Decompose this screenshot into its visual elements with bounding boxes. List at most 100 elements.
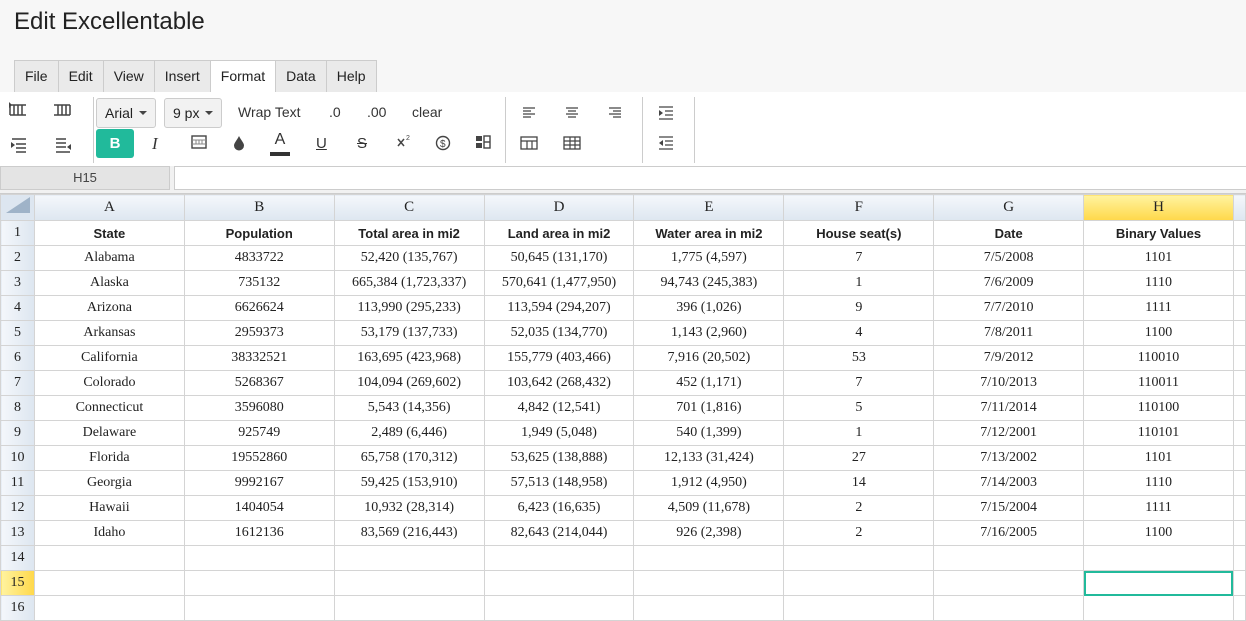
- cell-a14[interactable]: [33, 545, 185, 571]
- cell-f15[interactable]: [783, 570, 935, 596]
- cell-d14[interactable]: [483, 545, 635, 571]
- cell-c5[interactable]: 53,179 (137,733): [333, 320, 485, 346]
- cell-a11[interactable]: Georgia: [33, 470, 185, 496]
- cell-b3[interactable]: 735132: [183, 270, 335, 296]
- row-header[interactable]: 16: [0, 595, 35, 621]
- menu-tab-view[interactable]: View: [104, 61, 155, 92]
- row-header[interactable]: 7: [0, 370, 35, 396]
- cell-b16[interactable]: [183, 595, 335, 621]
- column-header-b[interactable]: B: [183, 194, 335, 221]
- cell-c10[interactable]: 65,758 (170,312): [333, 445, 485, 471]
- insert-row-below-icon[interactable]: [54, 136, 72, 154]
- cell-e7[interactable]: 452 (1,171): [633, 370, 785, 396]
- cell-a16[interactable]: [33, 595, 185, 621]
- cell-g2[interactable]: 7/5/2008: [933, 245, 1085, 271]
- cell-h5[interactable]: 1100: [1083, 320, 1234, 346]
- align-right-icon[interactable]: [608, 107, 622, 119]
- column-header-f[interactable]: F: [783, 194, 935, 221]
- cell-g8[interactable]: 7/11/2014: [933, 395, 1085, 421]
- cell-f13[interactable]: 2: [783, 520, 935, 546]
- cell-a4[interactable]: Arizona: [33, 295, 185, 321]
- cell-c11[interactable]: 59,425 (153,910): [333, 470, 485, 496]
- indent-icon[interactable]: [658, 106, 674, 120]
- cell-c2[interactable]: 52,420 (135,767): [333, 245, 485, 271]
- insert-column-left-icon[interactable]: [8, 102, 28, 118]
- cell-a13[interactable]: Idaho: [33, 520, 185, 546]
- cell-reference-box[interactable]: H15: [0, 166, 170, 190]
- cell-f3[interactable]: 1: [783, 270, 935, 296]
- cell-b9[interactable]: 925749: [183, 420, 335, 446]
- font-color-button[interactable]: A: [270, 132, 290, 156]
- font-family-select[interactable]: Arial: [96, 98, 157, 128]
- cell-e15[interactable]: [633, 570, 785, 596]
- cell-d3[interactable]: 570,641 (1,477,950): [483, 270, 635, 296]
- cell-c6[interactable]: 163,695 (423,968): [333, 345, 485, 371]
- strikethrough-button[interactable]: S: [357, 135, 368, 152]
- column-header-c[interactable]: C: [333, 194, 485, 221]
- clear-format-button[interactable]: clear: [412, 104, 443, 120]
- cell-b8[interactable]: 3596080: [183, 395, 335, 421]
- cell-g14[interactable]: [933, 545, 1085, 571]
- cell-a15[interactable]: [33, 570, 185, 596]
- cell-e8[interactable]: 701 (1,816): [633, 395, 785, 421]
- cell-e10[interactable]: 12,133 (31,424): [633, 445, 785, 471]
- row-header[interactable]: 4: [0, 295, 35, 321]
- row-header[interactable]: 10: [0, 445, 35, 471]
- border-icon[interactable]: [191, 135, 207, 149]
- cell-g7[interactable]: 7/10/2013: [933, 370, 1085, 396]
- column-header-h[interactable]: H: [1083, 194, 1234, 221]
- cell-b6[interactable]: 38332521: [183, 345, 335, 371]
- align-center-icon[interactable]: [565, 107, 579, 119]
- cell-h8[interactable]: 110100: [1083, 395, 1234, 421]
- italic-button[interactable]: I: [152, 134, 158, 153]
- cell-f5[interactable]: 4: [783, 320, 935, 346]
- cell-e5[interactable]: 1,143 (2,960): [633, 320, 785, 346]
- row-header[interactable]: 9: [0, 420, 35, 446]
- cell-d5[interactable]: 52,035 (134,770): [483, 320, 635, 346]
- cell-a9[interactable]: Delaware: [33, 420, 185, 446]
- cell-a12[interactable]: Hawaii: [33, 495, 185, 521]
- align-left-icon[interactable]: [522, 107, 536, 119]
- cell-e16[interactable]: [633, 595, 785, 621]
- cell-c15[interactable]: [333, 570, 485, 596]
- increase-decimal-button[interactable]: .00: [367, 104, 387, 120]
- cell-b2[interactable]: 4833722: [183, 245, 335, 271]
- cell-d16[interactable]: [483, 595, 635, 621]
- cell-f2[interactable]: 7: [783, 245, 935, 271]
- cell-a8[interactable]: Connecticut: [33, 395, 185, 421]
- cell-h13[interactable]: 1100: [1083, 520, 1234, 546]
- cell-h2[interactable]: 1101: [1083, 245, 1234, 271]
- cell-d8[interactable]: 4,842 (12,541): [483, 395, 635, 421]
- cell-a3[interactable]: Alaska: [33, 270, 185, 296]
- cell-b10[interactable]: 19552860: [183, 445, 335, 471]
- cell-e14[interactable]: [633, 545, 785, 571]
- select-all-corner[interactable]: [0, 194, 35, 221]
- wrap-text-button[interactable]: Wrap Text: [238, 104, 301, 120]
- cell-c7[interactable]: 104,094 (269,602): [333, 370, 485, 396]
- cell-g6[interactable]: 7/9/2012: [933, 345, 1085, 371]
- cell-d4[interactable]: 113,594 (294,207): [483, 295, 635, 321]
- cell-b11[interactable]: 9992167: [183, 470, 335, 496]
- cell-f16[interactable]: [783, 595, 935, 621]
- cell-g9[interactable]: 7/12/2001: [933, 420, 1085, 446]
- cell-d15[interactable]: [483, 570, 635, 596]
- underline-button[interactable]: U: [316, 135, 327, 152]
- row-header[interactable]: 1: [0, 220, 35, 246]
- cell-h16[interactable]: [1083, 595, 1234, 621]
- column-header-e[interactable]: E: [633, 194, 785, 221]
- row-header[interactable]: 13: [0, 520, 35, 546]
- cell-d6[interactable]: 155,779 (403,466): [483, 345, 635, 371]
- menu-tab-help[interactable]: Help: [336, 68, 366, 84]
- menu-tab-insert[interactable]: Insert: [155, 61, 211, 92]
- menu-tab-data[interactable]: Data: [276, 61, 327, 92]
- cell-f7[interactable]: 7: [783, 370, 935, 396]
- cell-d1[interactable]: Land area in mi2: [483, 220, 635, 246]
- row-header[interactable]: 15: [0, 570, 35, 596]
- cell-e11[interactable]: 1,912 (4,950): [633, 470, 785, 496]
- cell-f9[interactable]: 1: [783, 420, 935, 446]
- superscript-icon[interactable]: 2: [396, 134, 412, 148]
- row-header[interactable]: 11: [0, 470, 35, 496]
- fill-color-icon[interactable]: [232, 135, 246, 151]
- cell-c14[interactable]: [333, 545, 485, 571]
- cell-f6[interactable]: 53: [783, 345, 935, 371]
